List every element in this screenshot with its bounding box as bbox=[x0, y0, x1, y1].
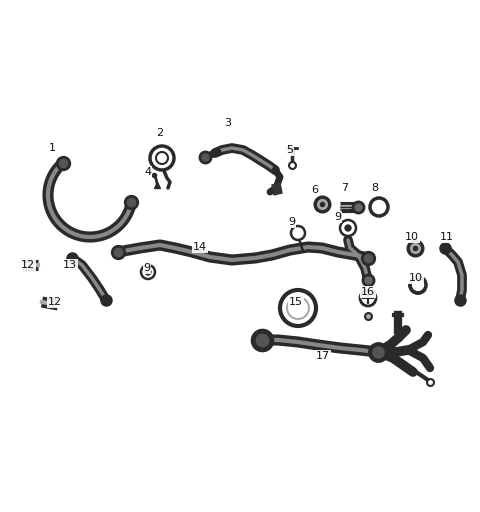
Text: 1: 1 bbox=[48, 143, 56, 153]
Text: 8: 8 bbox=[372, 183, 379, 193]
Text: 12: 12 bbox=[48, 297, 62, 307]
Text: 13: 13 bbox=[63, 260, 77, 270]
Text: 3: 3 bbox=[225, 118, 231, 128]
Text: 6: 6 bbox=[312, 185, 319, 195]
Circle shape bbox=[145, 269, 151, 275]
Text: 12: 12 bbox=[21, 260, 35, 270]
Text: 14: 14 bbox=[193, 242, 207, 252]
Text: 5: 5 bbox=[287, 145, 293, 155]
Text: 9: 9 bbox=[288, 217, 296, 227]
Text: 16: 16 bbox=[361, 287, 375, 297]
Text: 4: 4 bbox=[144, 167, 152, 177]
Polygon shape bbox=[272, 183, 282, 195]
Circle shape bbox=[345, 225, 351, 231]
Text: 15: 15 bbox=[289, 297, 303, 307]
Text: 11: 11 bbox=[440, 232, 454, 242]
Text: 2: 2 bbox=[156, 128, 164, 138]
Text: 9: 9 bbox=[335, 212, 342, 222]
Text: 10: 10 bbox=[405, 232, 419, 242]
Text: 7: 7 bbox=[341, 183, 348, 193]
Text: 10: 10 bbox=[409, 273, 423, 283]
Text: 17: 17 bbox=[316, 351, 330, 361]
Text: 9: 9 bbox=[144, 263, 151, 273]
